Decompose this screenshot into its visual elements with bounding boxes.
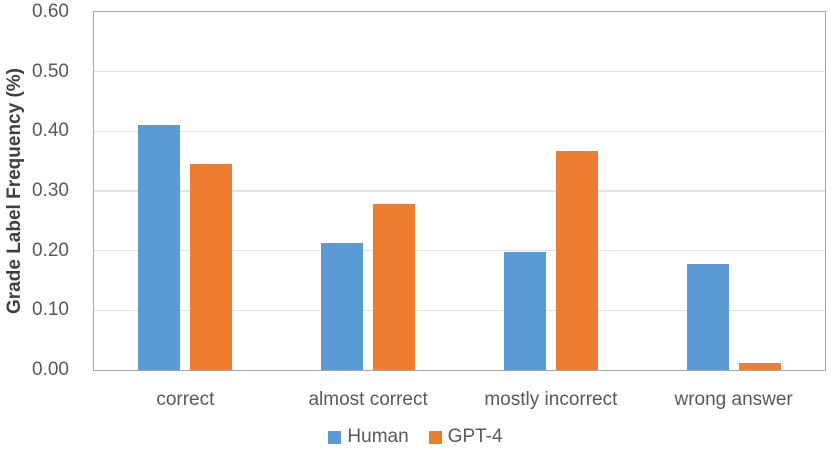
plot-area	[93, 11, 826, 371]
gridline	[94, 190, 825, 192]
legend-label-human: Human	[347, 426, 409, 447]
y-tick-label: 0.10	[32, 299, 69, 321]
y-tick-label: 0.30	[32, 180, 69, 201]
bar-gpt-4-almost-correct	[373, 203, 416, 370]
legend-swatch-gpt4-icon	[428, 430, 442, 444]
y-tick-label: 0.20	[32, 239, 69, 261]
gridline	[94, 70, 825, 73]
y-tick-label: 0.50	[32, 60, 69, 82]
bar-group-correct	[94, 12, 277, 370]
legend-item-human: Human	[328, 426, 409, 448]
bar-human-mostly-incorrect	[503, 251, 546, 370]
gridline	[94, 309, 825, 312]
legend-item-gpt4: GPT-4	[428, 426, 503, 448]
legend: Human GPT-4	[0, 426, 831, 448]
gridline	[94, 130, 825, 133]
bar-gpt-4-mostly-incorrect	[555, 151, 598, 370]
y-tick-label: 0.60	[32, 1, 69, 22]
bar-group-almost-correct	[277, 12, 460, 370]
bar-human-wrong-answer	[686, 263, 729, 370]
bar-group-mostly-incorrect	[460, 12, 643, 370]
category-label-almost-correct: almost correct	[308, 389, 428, 410]
y-tick-label: 0.40	[32, 120, 69, 142]
bar-human-almost-correct	[321, 242, 364, 370]
category-label-wrong-answer: wrong answer	[674, 389, 793, 410]
bar-group-wrong-answer	[642, 12, 825, 370]
category-label-mostly-incorrect: mostly incorrect	[484, 389, 618, 410]
y-tick-label: 0.00	[32, 359, 69, 380]
bar-human-correct	[138, 124, 181, 370]
legend-swatch-human-icon	[328, 430, 342, 444]
gridline	[94, 249, 825, 252]
bar-gpt-4-wrong-answer	[738, 363, 781, 370]
category-label-correct: correct	[156, 389, 215, 410]
bar-gpt-4-correct	[190, 164, 233, 370]
legend-label-gpt4: GPT-4	[447, 426, 503, 447]
